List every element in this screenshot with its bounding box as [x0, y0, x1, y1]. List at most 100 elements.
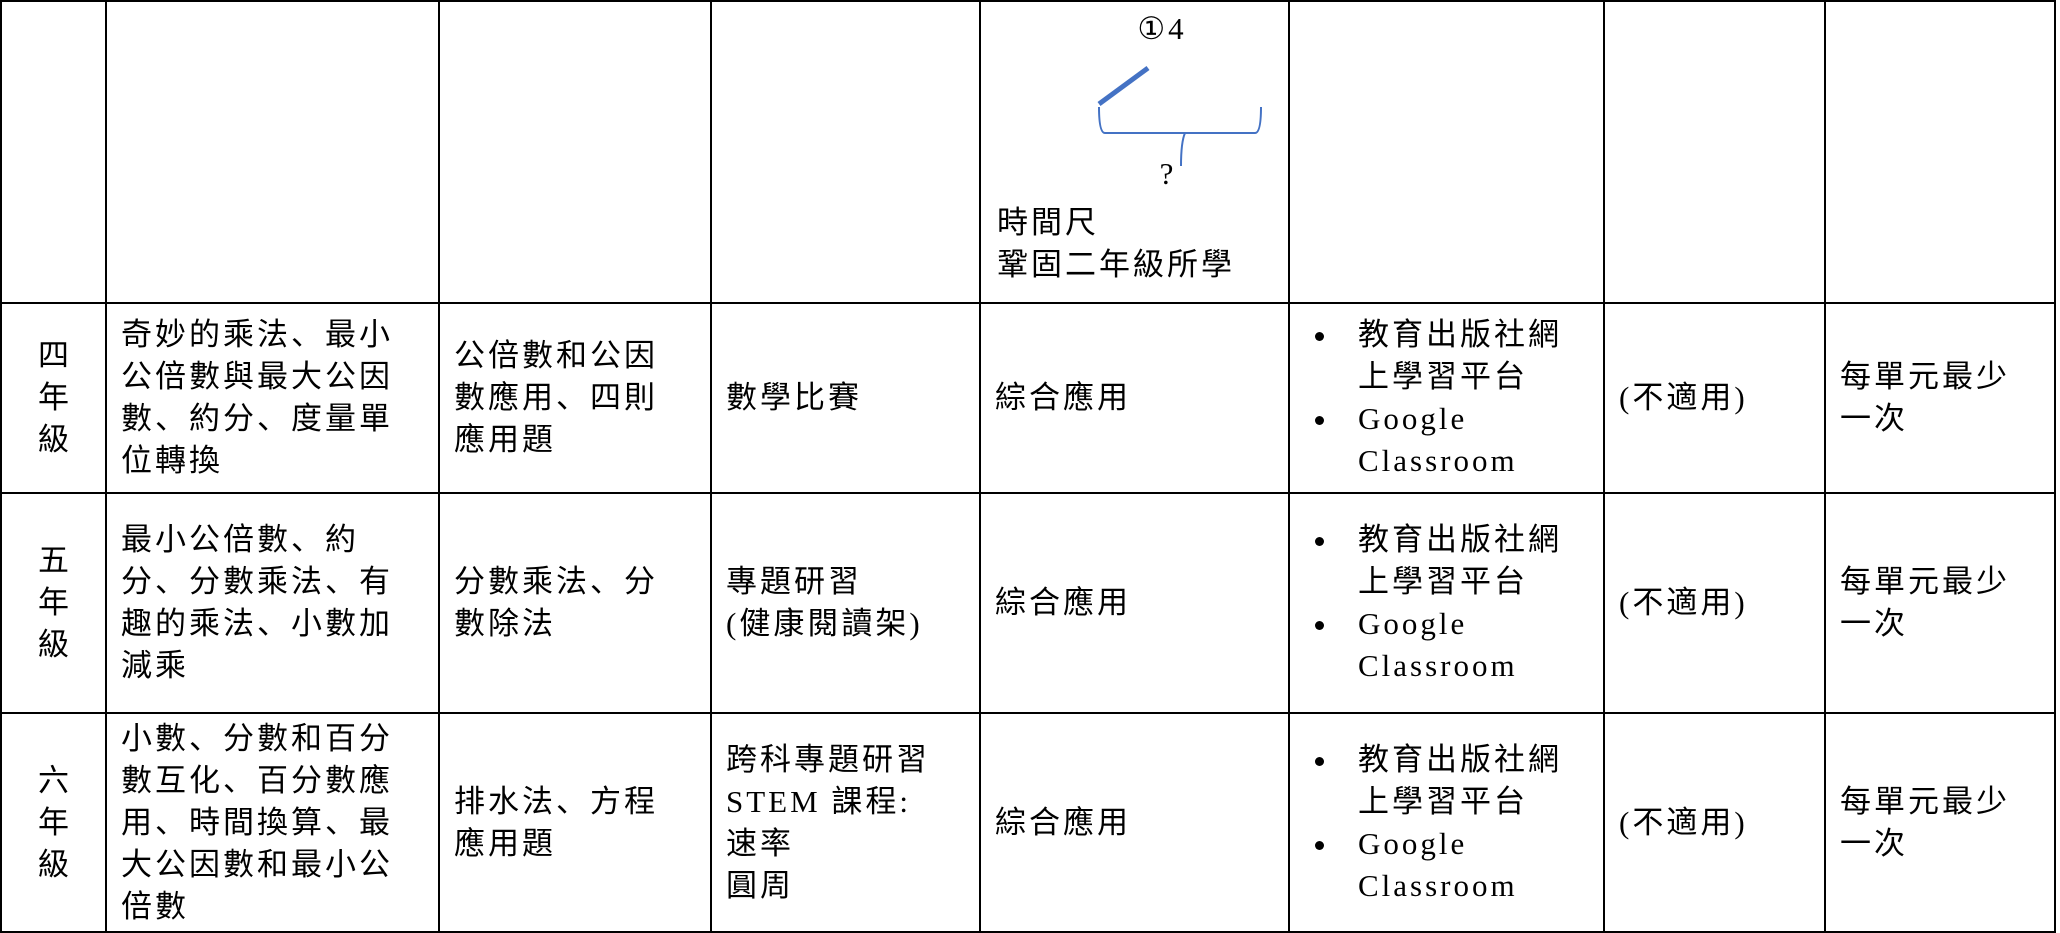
text-line: 應用題: [454, 422, 556, 457]
top-row: ①4 ? 時間尺鞏固二年級所學: [0, 0, 2056, 304]
text-line: 趣的乘法、小數加: [121, 606, 393, 641]
text-line: 教育出版社網: [1358, 317, 1562, 352]
text-line: 上學習平台: [1358, 564, 1528, 599]
text-line: 專題研習: [726, 564, 862, 599]
frequency-cell: 每單元最少 一次: [1824, 302, 2056, 494]
text-line: 奇妙的乘法、最小: [121, 317, 393, 352]
platforms-cell: 教育出版社網上學習平台GoogleClassroom: [1288, 302, 1605, 494]
activity-cell: 專題研習 (健康閱讀架): [710, 492, 981, 714]
platform-item: Google Classroom: [1340, 603, 1589, 687]
platform-list: 教育出版社網上學習平台GoogleClassroom: [1290, 739, 1589, 907]
text-line: 鞏固二年級所學: [997, 247, 1235, 282]
cell: [438, 0, 712, 304]
topics-cell: 公倍數和公因 數應用、四則 應用題: [438, 302, 712, 494]
units-cell: 奇妙的乘法、最小 公倍數與最大公因 數、約分、度量單 位轉換: [105, 302, 440, 494]
diagram-question: ?: [1160, 156, 1177, 191]
text-line: 分數乘法、分: [454, 564, 658, 599]
text-line: 每單元最少: [1840, 359, 2010, 394]
text-line: 數互化、百分數應: [121, 762, 393, 798]
time-diagram: ①4 ?: [1097, 11, 1262, 191]
text-line: 一次: [1840, 401, 1908, 436]
text-line: 每單元最少: [1840, 564, 2010, 599]
text-line: 大公因數和最小公: [121, 846, 393, 882]
text-line: 減乘: [121, 648, 189, 683]
text-line: 數除法: [454, 606, 556, 641]
text-line: 數應用、四則: [454, 380, 658, 415]
platform-list: 教育出版社網上學習平台GoogleClassroom: [1290, 519, 1589, 687]
ability-cell: 綜合應用: [979, 712, 1290, 933]
text-line: 時間尺: [997, 205, 1099, 240]
text-line: Google: [1358, 401, 1468, 436]
platforms-cell: 教育出版社網上學習平台GoogleClassroom: [1288, 492, 1605, 714]
text-line: (健康閱讀架): [726, 606, 923, 641]
text-line: 圓周: [726, 867, 794, 903]
text-line: 教育出版社網: [1358, 522, 1562, 557]
text-line: 上學習平台: [1358, 783, 1528, 819]
ability-cell: 綜合應用: [979, 302, 1290, 494]
text-line: 每單元最少: [1840, 783, 2010, 819]
cell: [1824, 0, 2056, 304]
grade-cell: 六年級: [0, 712, 107, 933]
other-cell: (不適用): [1603, 302, 1826, 494]
cell: ①4 ? 時間尺鞏固二年級所學: [979, 0, 1290, 304]
table-row: 五年級 最小公倍數、約 分、分數乘法、有 趣的乘法、小數加 減乘 分數乘法、分 數除法 專題研…: [0, 492, 2056, 714]
table-row: 四年級 奇妙的乘法、最小 公倍數與最大公因 數、約分、度量單 位轉換 公倍數和公因 數應用、…: [0, 302, 2056, 494]
grade-label: 四年級: [38, 338, 72, 457]
text-line: 教育出版社網: [1358, 741, 1562, 777]
text-line: Google: [1358, 825, 1468, 861]
text-line: 公倍數和公因: [454, 338, 658, 373]
cell: [710, 0, 981, 304]
platform-list: 教育出版社網上學習平台GoogleClassroom: [1290, 314, 1589, 482]
topics-cell: 分數乘法、分 數除法: [438, 492, 712, 714]
text-line: STEM 課程:: [726, 783, 912, 819]
frequency-cell: 每單元最少 一次: [1824, 492, 2056, 714]
text-line: 應用題: [454, 825, 556, 861]
cell: [105, 0, 440, 304]
diagram-cell: ①4 ? 時間尺鞏固二年級所學: [981, 2, 1288, 302]
grade-label: 五年級: [38, 543, 72, 662]
cell-lines: 時間尺鞏固二年級所學: [997, 202, 1235, 286]
text-line: 位轉換: [121, 443, 223, 478]
grade-cell: 四年級: [0, 302, 107, 494]
activity-cell: 跨科專題研習 STEM 課程: 速率圓周: [710, 712, 981, 933]
text-line: 小數、分數和百分: [121, 720, 393, 756]
text-line: 倍數: [121, 888, 189, 924]
text-line: 速率: [726, 825, 794, 861]
frequency-cell: 每單元最少 一次: [1824, 712, 2056, 933]
text-line: 數學比賽: [726, 380, 862, 415]
cell: [0, 0, 107, 304]
text-line: Classroom: [1358, 443, 1518, 478]
platform-item: Google Classroom: [1340, 398, 1589, 482]
text-line: Classroom: [1358, 648, 1518, 683]
topics-cell: 排水法、方程 應用題: [438, 712, 712, 933]
grade-cell: 五年級: [0, 492, 107, 714]
units-cell: 小數、分數和百分 數互化、百分數應 用、時間換算、最 大公因數和最小公 倍數: [105, 712, 440, 933]
text-line: 公倍數與最大公因: [121, 359, 393, 394]
cell: [1288, 0, 1605, 304]
platforms-cell: 教育出版社網上學習平台GoogleClassroom: [1288, 712, 1605, 933]
units-cell: 最小公倍數、約 分、分數乘法、有 趣的乘法、小數加 減乘: [105, 492, 440, 714]
table-row: 六年級 小數、分數和百分 數互化、百分數應 用、時間換算、最 大公因數和最小公 倍數 排水法…: [0, 712, 2056, 933]
brace-tip: [1180, 132, 1186, 167]
text-line: 最小公倍數、約: [121, 522, 359, 557]
text-line: 數、約分、度量單: [121, 401, 393, 436]
ability-cell: 綜合應用: [979, 492, 1290, 714]
text-line: 一次: [1840, 606, 1908, 641]
text-line: 排水法、方程: [454, 783, 658, 819]
cell: [1603, 0, 1826, 304]
grade-label: 六年級: [38, 762, 72, 882]
brace: [1098, 106, 1262, 134]
text-line: 跨科專題研習: [726, 741, 930, 777]
platform-item: Google Classroom: [1340, 823, 1589, 907]
text-line: 一次: [1840, 825, 1908, 861]
text-line: 上學習平台: [1358, 359, 1528, 394]
other-cell: (不適用): [1603, 712, 1826, 933]
text-line: 分、分數乘法、有: [121, 564, 393, 599]
text-line: 用、時間換算、最: [121, 804, 393, 840]
